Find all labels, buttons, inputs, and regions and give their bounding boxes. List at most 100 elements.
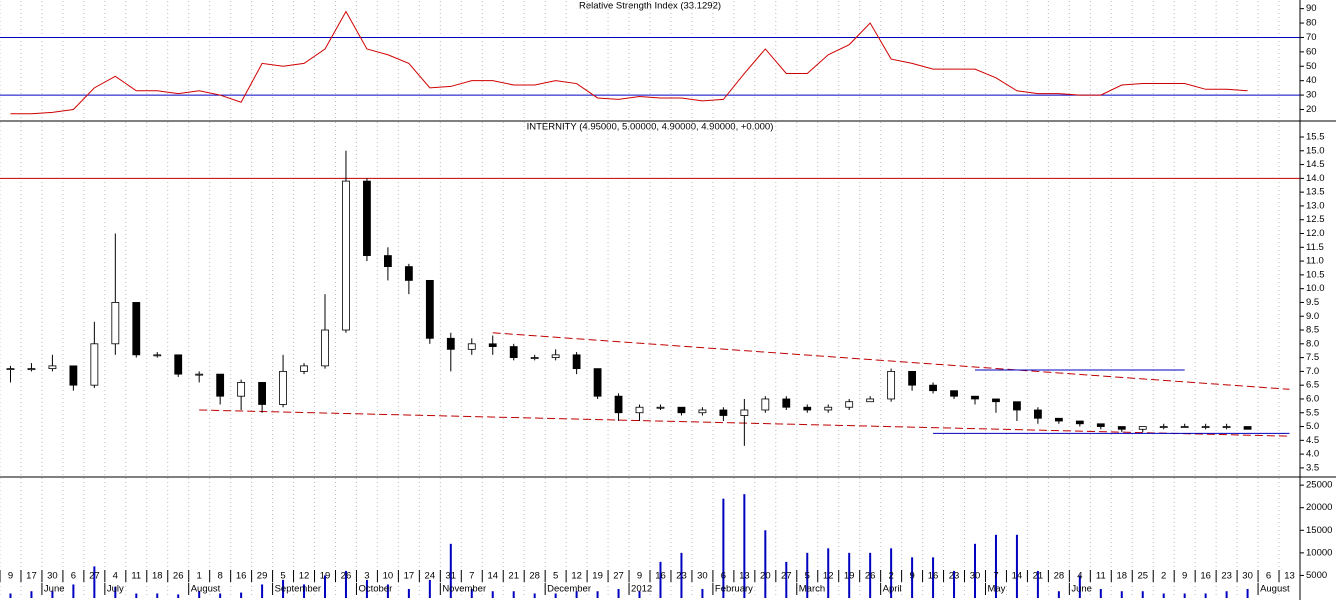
month-label: September xyxy=(275,584,321,595)
month-label: December xyxy=(547,584,591,595)
x-tick-label: 26 xyxy=(341,571,352,582)
volume-bar xyxy=(1057,591,1060,598)
x-tick-label: 23 xyxy=(949,571,960,582)
month-label: July xyxy=(107,584,124,595)
candle-body xyxy=(1180,426,1189,428)
candle-body xyxy=(279,370,287,405)
y-tick-label: 20 xyxy=(1306,104,1317,115)
volume-bar xyxy=(344,570,347,598)
volume-bar xyxy=(93,566,96,598)
y-tick-label: 8.0 xyxy=(1306,338,1319,349)
month-label: April xyxy=(883,584,902,595)
volume-bar xyxy=(1162,593,1165,598)
y-tick-label: 9.5 xyxy=(1306,297,1319,308)
candle-body xyxy=(614,395,623,414)
candle-body xyxy=(258,382,266,405)
y-tick-label: 50 xyxy=(1306,61,1317,72)
candle-body xyxy=(677,406,686,414)
candle-body xyxy=(572,354,581,370)
candle-body xyxy=(1075,420,1084,425)
volume-bar xyxy=(72,584,75,598)
month-label: August xyxy=(191,584,221,595)
x-tick-label: 19 xyxy=(320,571,331,582)
x-tick-label: 30 xyxy=(970,571,981,582)
volume-bar xyxy=(806,552,809,598)
volume-bar xyxy=(30,591,33,598)
candle-body xyxy=(782,398,791,408)
month-label: May xyxy=(987,584,1005,595)
volume-bar xyxy=(365,579,368,598)
x-tick-label: 6 xyxy=(71,571,76,582)
volume-bar xyxy=(114,586,117,598)
candle-body xyxy=(551,354,560,358)
y-tick-label: 5.0 xyxy=(1306,421,1319,432)
volume-bar xyxy=(533,593,536,598)
volume-bar xyxy=(701,588,704,598)
x-tick-label: 9 xyxy=(1182,571,1187,582)
volume-bar xyxy=(1120,591,1123,598)
volume-bar xyxy=(827,548,830,598)
candle-body xyxy=(467,343,476,350)
x-tick-label: 19 xyxy=(844,571,855,582)
candle-body xyxy=(971,395,979,400)
volume-bar xyxy=(743,494,746,598)
x-tick-label: 12 xyxy=(571,571,582,582)
candle-body xyxy=(300,365,308,372)
volume-bar xyxy=(407,588,410,598)
volume-bar xyxy=(617,588,620,598)
y-tick-label: 6.0 xyxy=(1306,393,1319,404)
candle-body xyxy=(90,343,99,386)
x-tick-label: 28 xyxy=(529,571,540,582)
volume-bar xyxy=(596,591,599,598)
y-tick-label: 7.5 xyxy=(1306,352,1319,363)
x-tick-label: 4 xyxy=(113,571,118,582)
candle-body xyxy=(1054,417,1063,422)
volume-bar xyxy=(890,548,893,598)
volume-bar xyxy=(219,593,222,598)
y-tick-label: 20000 xyxy=(1306,502,1332,513)
x-tick-label: 26 xyxy=(865,571,876,582)
x-tick-label: 2 xyxy=(1161,571,1166,582)
volume-bar xyxy=(953,570,956,598)
x-tick-label: 27 xyxy=(89,571,100,582)
month-label: August xyxy=(1260,584,1290,595)
x-tick-label: 23 xyxy=(676,571,687,582)
candle-body xyxy=(384,255,392,267)
volume-bar xyxy=(470,588,473,598)
x-tick-label: 11 xyxy=(131,571,141,582)
x-tick-label: 6 xyxy=(721,571,726,582)
volume-bar xyxy=(554,593,557,598)
candle-body xyxy=(1159,426,1168,428)
volume-bar xyxy=(303,584,306,598)
volume-bar xyxy=(1078,575,1081,598)
volume-bar xyxy=(198,591,201,598)
x-tick-label: 17 xyxy=(404,571,415,582)
candle-body xyxy=(950,390,958,397)
x-tick-label: 5 xyxy=(805,571,810,582)
candle-body xyxy=(656,406,665,409)
volume-bar xyxy=(1036,570,1039,598)
rsi-line xyxy=(10,10,1248,115)
x-tick-label: 1 xyxy=(197,571,202,582)
volume-bar xyxy=(1015,534,1018,598)
volume-bar xyxy=(1225,591,1228,598)
x-tick-label: 8 xyxy=(218,571,223,582)
x-tick-label: 16 xyxy=(928,571,939,582)
x-tick-label: 9 xyxy=(909,571,914,582)
y-tick-label: 5000 xyxy=(1306,570,1327,581)
volume-bar xyxy=(722,498,725,598)
y-tick-label: 4.0 xyxy=(1306,449,1319,460)
candle-body xyxy=(342,180,350,331)
candle-body xyxy=(908,370,916,386)
y-tick-label: 10.5 xyxy=(1306,269,1325,280)
volume-bar xyxy=(638,591,641,598)
x-tick-label: 25 xyxy=(1137,571,1148,582)
volume-bar xyxy=(659,561,662,598)
month-label: October xyxy=(358,584,392,595)
rsi-title: Relative Strength Index (33.1292) xyxy=(579,1,721,12)
volume-bar xyxy=(1141,591,1144,598)
y-tick-label: 6.5 xyxy=(1306,380,1319,391)
volume-bar xyxy=(9,593,12,598)
candle-body xyxy=(321,329,329,367)
